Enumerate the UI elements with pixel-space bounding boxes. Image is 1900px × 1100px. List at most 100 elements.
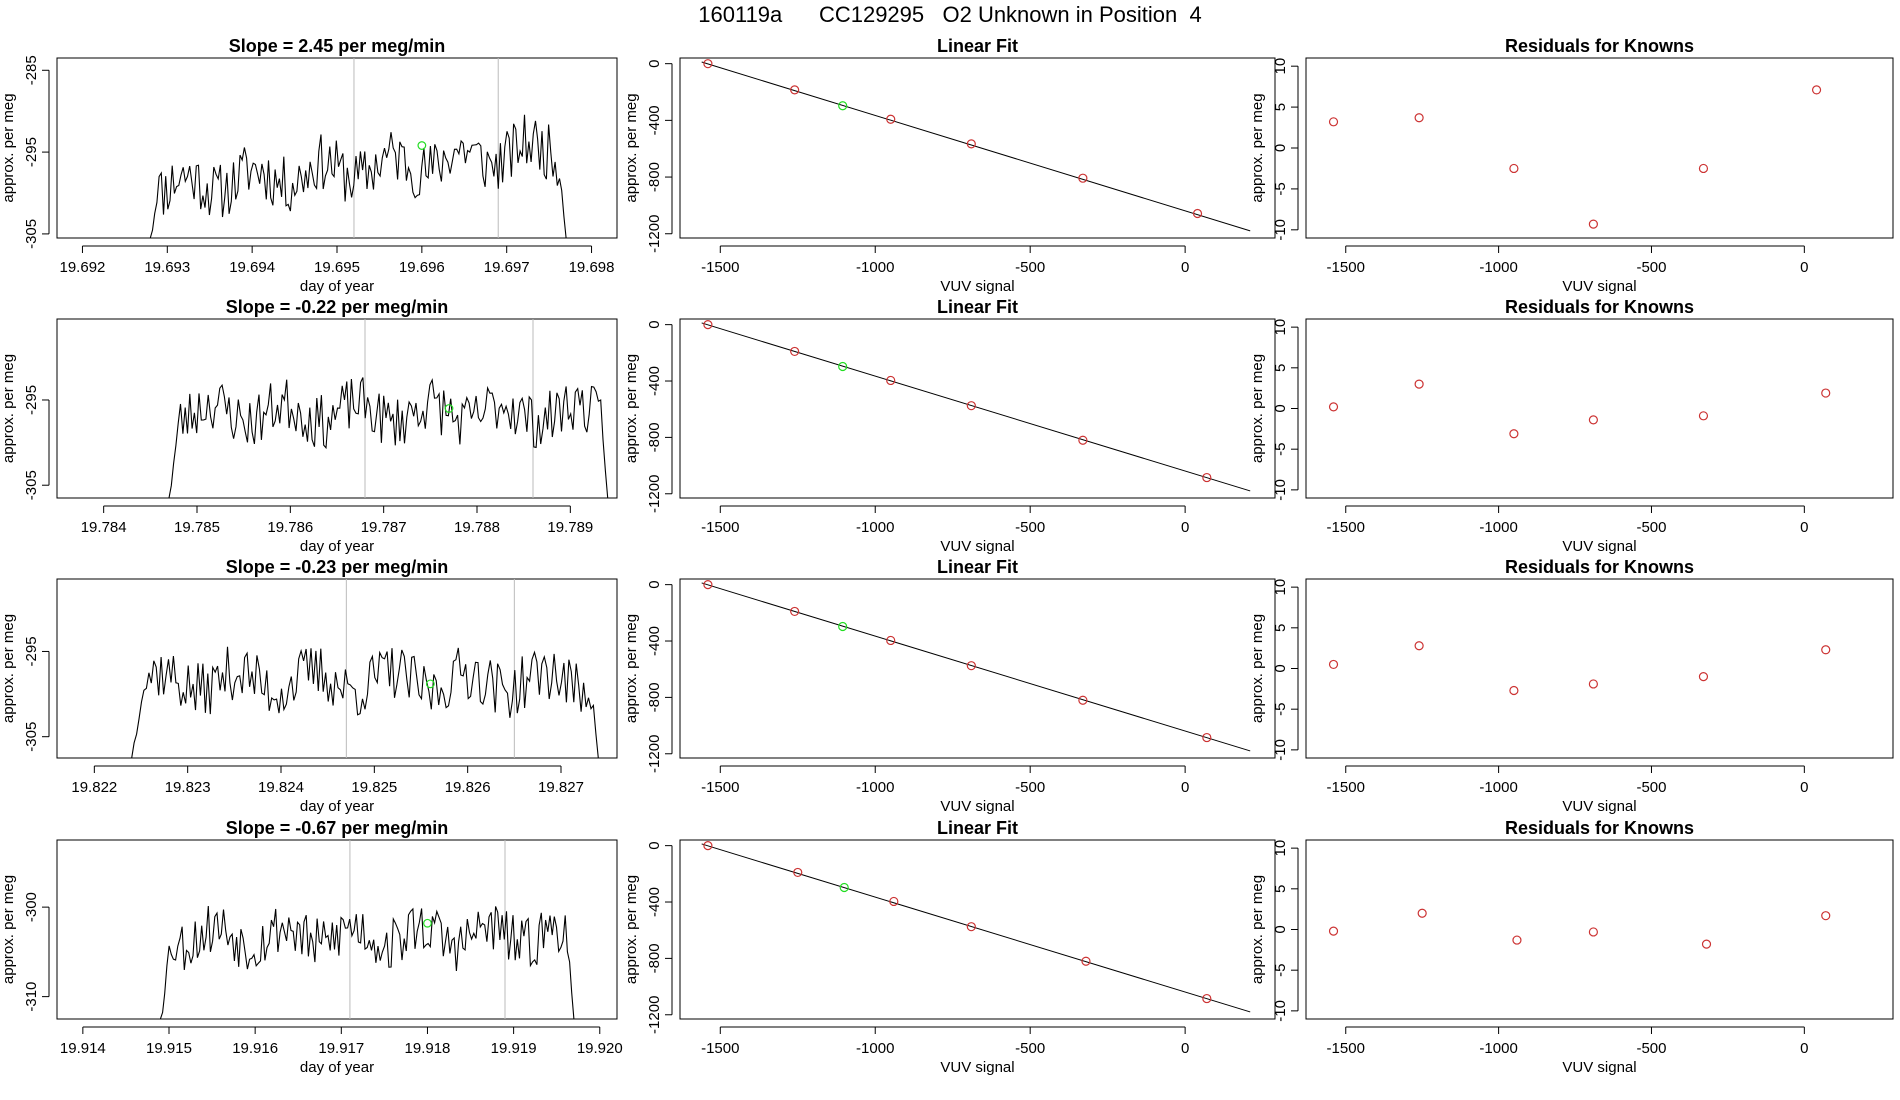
row4-time-x-tick-label: 19.920 bbox=[577, 1040, 623, 1057]
row2-time-y-tick-label: -305 bbox=[23, 470, 40, 500]
row3-time-unknown-mean-marker bbox=[425, 679, 435, 689]
row3-fit-x-tick-label: 0 bbox=[1181, 779, 1189, 796]
row1-residual-residual-point bbox=[1588, 219, 1598, 229]
row4-residual-x-axis-label: VUV signal bbox=[1562, 1059, 1636, 1076]
row4-residual-residual-point bbox=[1701, 939, 1712, 949]
row1-time-y-tick-label: -305 bbox=[23, 219, 40, 249]
row3-time-y-tick-label: -305 bbox=[23, 722, 40, 752]
row3-time-data-trace bbox=[130, 646, 599, 759]
row1-fit-title: Linear Fit bbox=[937, 36, 1018, 56]
row3-residual-residual-point bbox=[1821, 645, 1831, 655]
row2-fit-y-tick-label: -800 bbox=[646, 422, 663, 452]
row1-time-x-tick-label: 19.692 bbox=[60, 259, 106, 276]
row3-fit-y-axis-label: approx. per meg bbox=[623, 614, 640, 723]
row2-fit-fit-line bbox=[701, 322, 1251, 492]
row1-time-x-axis-label: day of year bbox=[300, 278, 374, 295]
row2-residual-x-axis-label: VUV signal bbox=[1562, 538, 1636, 555]
row1-fit-y-axis-label: approx. per meg bbox=[623, 93, 640, 202]
row4-residual-y-tick-label: 10 bbox=[1272, 840, 1289, 857]
row1-time-x-tick-label: 19.696 bbox=[399, 259, 445, 276]
row1-time-unknown-mean-marker bbox=[417, 141, 427, 150]
row2-time-title: Slope = -0.22 per meg/min bbox=[226, 297, 449, 317]
row4-residual-residual-point bbox=[1588, 927, 1598, 937]
row2-residual-plot-frame bbox=[1305, 318, 1894, 499]
row3-residual-x-axis-label: VUV signal bbox=[1562, 798, 1636, 815]
row2-fit-known-point bbox=[886, 375, 896, 386]
row4-time-x-tick-label: 19.917 bbox=[318, 1040, 364, 1057]
row3-time-x-tick-label: 19.822 bbox=[71, 779, 117, 796]
row4-residual-y-axis-label: approx. per meg bbox=[1249, 875, 1266, 984]
row3-residual-title: Residuals for Knowns bbox=[1505, 557, 1694, 577]
row4-fit-known-point bbox=[1202, 993, 1212, 1004]
row2-residual-y-tick-label: -5 bbox=[1272, 443, 1289, 456]
row4-residual-x-tick-label: 0 bbox=[1800, 1040, 1808, 1057]
row3-fit-known-point bbox=[703, 580, 713, 590]
figure-title: 160119a CC129295 O2 Unknown in Position … bbox=[698, 2, 1202, 27]
row1-residual-y-tick-label: -5 bbox=[1272, 182, 1289, 195]
row4-time-x-axis-label: day of year bbox=[300, 1059, 374, 1076]
row2-time-x-tick-label: 19.784 bbox=[81, 519, 127, 536]
row3-residual-y-tick-label: 10 bbox=[1272, 579, 1289, 596]
row1-time-x-tick-label: 19.697 bbox=[484, 259, 530, 276]
row2-residual-residual-point bbox=[1821, 388, 1831, 398]
row2-residual-residual-point bbox=[1698, 411, 1709, 421]
row4-residual-y-tick-label: 0 bbox=[1272, 925, 1289, 933]
row2-fit-x-tick-label: -1500 bbox=[701, 519, 739, 536]
row3-residual-x-tick-label: -1000 bbox=[1479, 779, 1517, 796]
row1-time-y-tick-label: -295 bbox=[23, 137, 40, 167]
row3-time-x-tick-label: 19.827 bbox=[538, 779, 584, 796]
row1-residual-residual-point bbox=[1509, 163, 1519, 174]
row1-residual-plot-frame bbox=[1305, 57, 1894, 239]
row2-residual-title: Residuals for Knowns bbox=[1505, 297, 1694, 317]
row1-residual-x-tick-label: -500 bbox=[1636, 259, 1666, 276]
row2-residual-y-axis-label: approx. per meg bbox=[1249, 354, 1266, 463]
row2-residual-y-tick-label: 10 bbox=[1272, 319, 1289, 336]
row4-fit-known-point bbox=[703, 841, 713, 851]
row3-residual-residual-point bbox=[1588, 679, 1598, 689]
row1-time-plot-frame bbox=[56, 57, 618, 239]
row2-residual-y-tick-label: -10 bbox=[1272, 479, 1289, 501]
row3-fit-title: Linear Fit bbox=[937, 557, 1018, 577]
row4-fit-y-tick-label: 0 bbox=[646, 841, 663, 849]
row4-residual-x-tick-label: -500 bbox=[1636, 1040, 1666, 1057]
row2-fit-plot-frame bbox=[679, 318, 1276, 499]
row3-fit-known-point bbox=[1078, 695, 1088, 705]
row2-time-plot-frame bbox=[56, 318, 618, 499]
row2-time-x-tick-label: 19.785 bbox=[174, 519, 220, 536]
row1-fit-known-point bbox=[966, 139, 976, 149]
row4-fit-unknown-point bbox=[839, 882, 849, 893]
row1-fit-known-point bbox=[886, 114, 896, 124]
row4-time-x-tick-label: 19.915 bbox=[146, 1040, 192, 1057]
row1-fit-x-axis-label: VUV signal bbox=[940, 278, 1014, 295]
row2-fit-unknown-point bbox=[838, 361, 848, 372]
row4-residual-x-tick-label: -1500 bbox=[1327, 1040, 1365, 1057]
row3-residual-y-axis-label: approx. per meg bbox=[1249, 614, 1266, 723]
row2-time-x-tick-label: 19.789 bbox=[547, 519, 593, 536]
row4-fit-known-point bbox=[1081, 956, 1091, 966]
row3-time-title: Slope = -0.23 per meg/min bbox=[226, 557, 449, 577]
row3-time-y-tick-label: -295 bbox=[23, 636, 40, 666]
row2-residual-residual-point bbox=[1328, 402, 1339, 412]
row3-fit-known-point bbox=[886, 635, 896, 646]
row3-fit-x-tick-label: -1500 bbox=[701, 779, 739, 796]
row3-fit-x-tick-label: -1000 bbox=[856, 779, 894, 796]
row3-residual-y-tick-label: -10 bbox=[1272, 739, 1289, 761]
row1-fit-known-point bbox=[1192, 208, 1203, 219]
row2-fit-title: Linear Fit bbox=[937, 297, 1018, 317]
row4-residual-x-tick-label: -1000 bbox=[1479, 1040, 1517, 1057]
row4-time-x-tick-label: 19.914 bbox=[60, 1040, 106, 1057]
row2-residual-x-tick-label: -1000 bbox=[1479, 519, 1517, 536]
row3-time-x-axis-label: day of year bbox=[300, 798, 374, 815]
row4-fit-known-point bbox=[793, 867, 803, 878]
row4-time-x-tick-label: 19.916 bbox=[232, 1040, 278, 1057]
row3-residual-x-tick-label: 0 bbox=[1800, 779, 1808, 796]
row3-time-x-tick-label: 19.824 bbox=[258, 779, 304, 796]
row1-time-x-tick-label: 19.698 bbox=[569, 259, 615, 276]
row4-residual-y-tick-label: -10 bbox=[1272, 1000, 1289, 1022]
row1-residual-title: Residuals for Knowns bbox=[1505, 36, 1694, 56]
row1-fit-plot-frame bbox=[679, 57, 1276, 239]
row3-residual-x-tick-label: -1500 bbox=[1327, 779, 1365, 796]
row3-time-y-axis-label: approx. per meg bbox=[0, 614, 17, 723]
row3-residual-x-tick-label: -500 bbox=[1636, 779, 1666, 796]
